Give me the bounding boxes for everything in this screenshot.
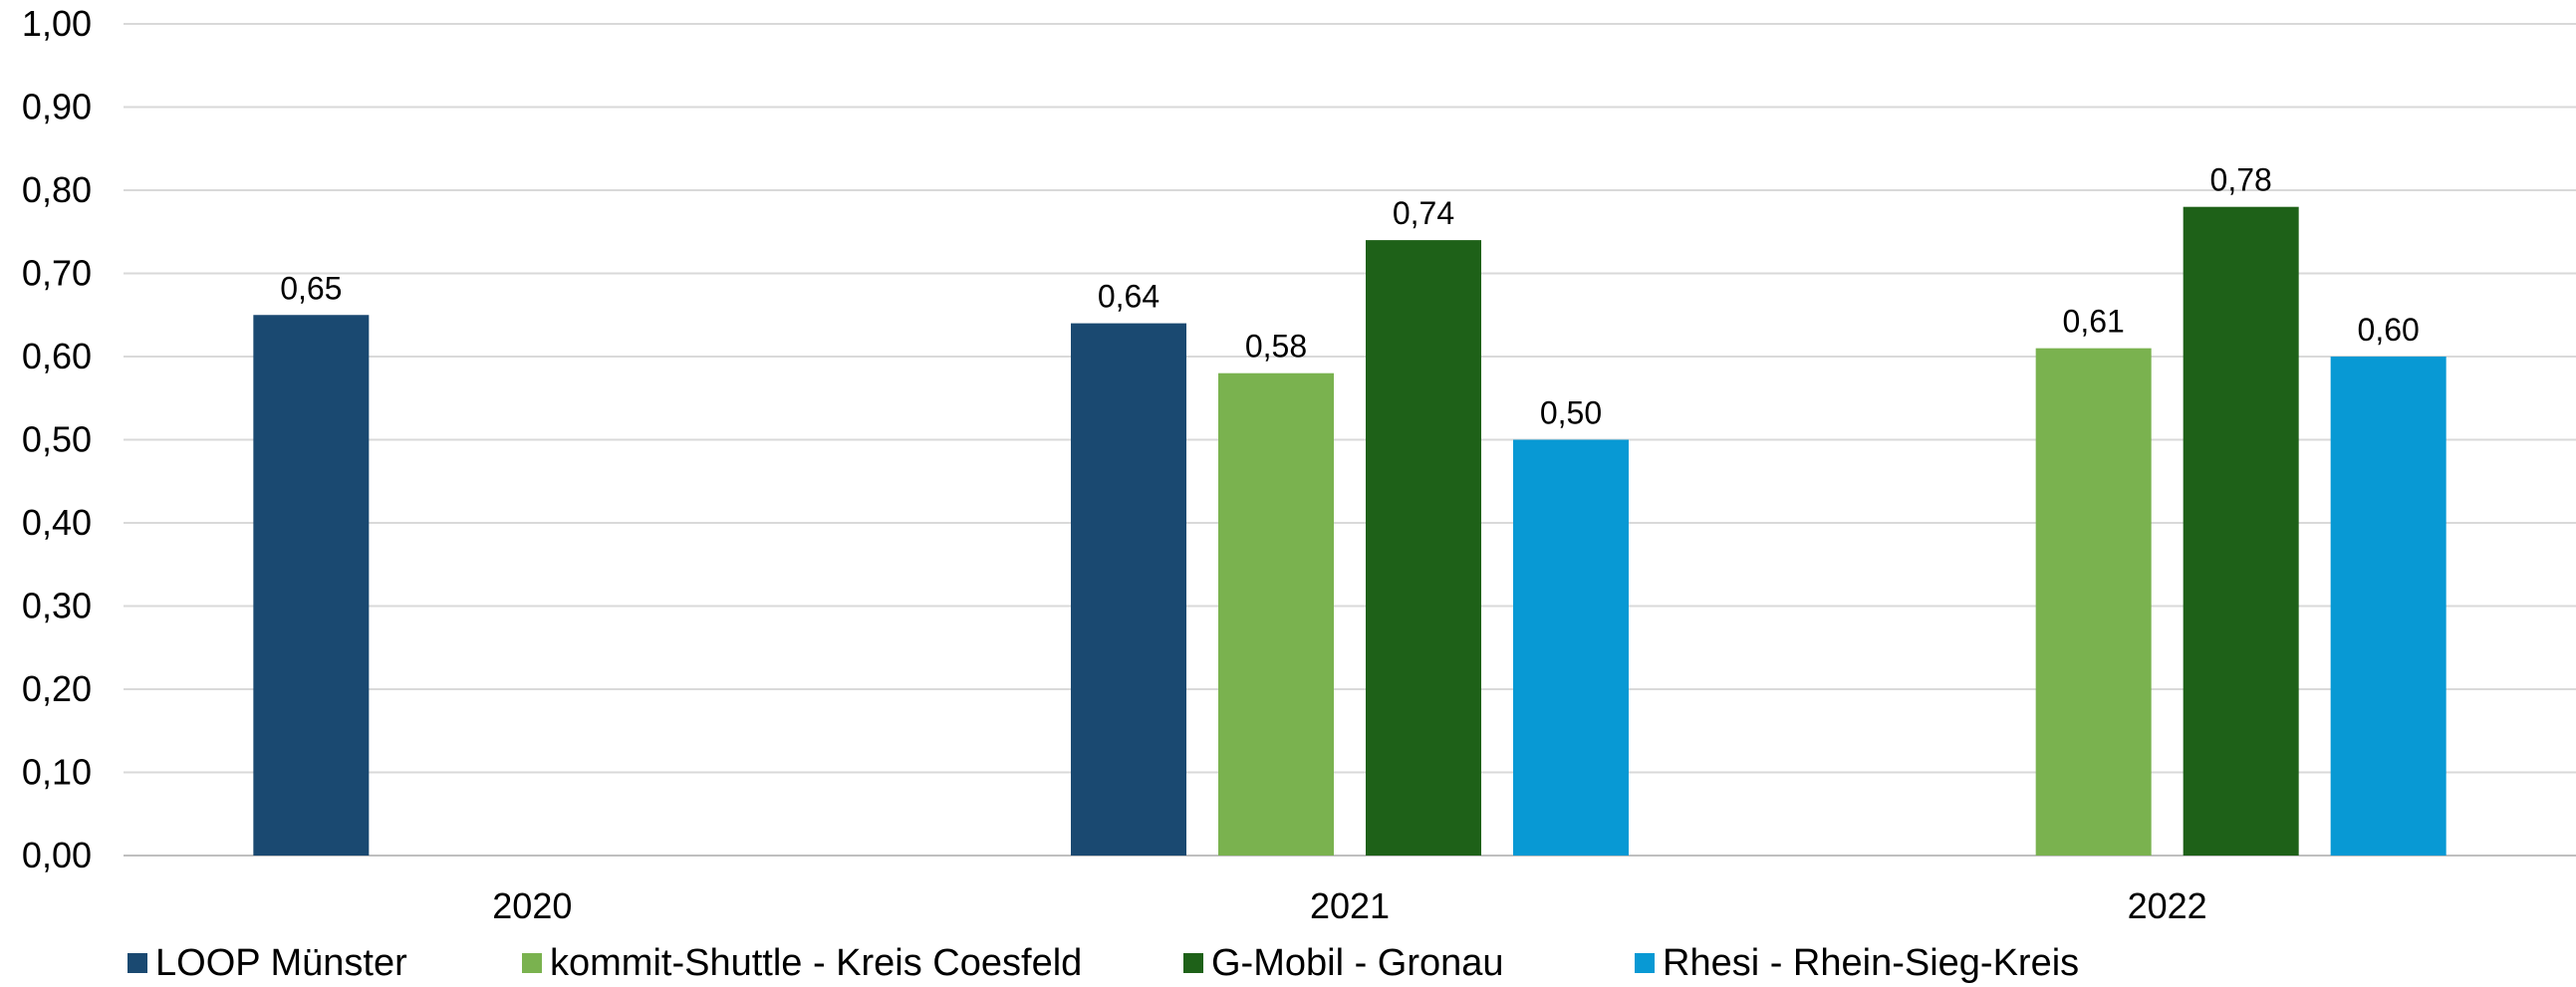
data-label: 0,74 bbox=[1393, 195, 1454, 231]
bar bbox=[1071, 323, 1186, 857]
legend-swatch bbox=[1183, 953, 1203, 973]
y-tick-label: 0,70 bbox=[22, 253, 92, 294]
y-axis-tick-labels: 0,00 0,10 0,20 0,30 0,40 0,50 0,60 0,70 0,80 0,90… bbox=[22, 3, 92, 875]
y-tick-label: 0,20 bbox=[22, 668, 92, 709]
y-tick-label: 1,00 bbox=[22, 3, 92, 44]
data-label: 0,58 bbox=[1245, 329, 1307, 365]
data-labels: 0,65 0,64 0,58 0,74 0,50 0,61 0,78 0,60 bbox=[280, 162, 2420, 431]
data-label: 0,65 bbox=[280, 270, 342, 306]
legend-label: Rhesi - Rhein-Sieg-Kreis bbox=[1663, 941, 2080, 984]
bar bbox=[1218, 372, 1334, 856]
bar bbox=[2183, 206, 2299, 856]
x-category-label: 2021 bbox=[1310, 885, 1390, 926]
x-axis-category-labels: 2020 2021 2022 bbox=[492, 885, 2206, 926]
data-label: 0,64 bbox=[1098, 279, 1159, 315]
data-label: 0,50 bbox=[1540, 395, 1602, 431]
bars bbox=[253, 206, 2447, 857]
legend-item: kommit-Shuttle - Kreis Coesfeld bbox=[522, 939, 1082, 987]
bar bbox=[1513, 439, 1629, 856]
bar bbox=[2330, 357, 2447, 856]
legend-item: Rhesi - Rhein-Sieg-Kreis bbox=[1635, 939, 2079, 987]
legend-item: G-Mobil - Gronau bbox=[1183, 939, 1504, 987]
legend-label: G-Mobil - Gronau bbox=[1211, 941, 1504, 984]
x-category-label: 2020 bbox=[492, 885, 572, 926]
y-tick-label: 0,00 bbox=[22, 835, 92, 875]
bar bbox=[253, 315, 370, 856]
y-tick-label: 0,80 bbox=[22, 169, 92, 210]
legend-item: LOOP Münster bbox=[128, 939, 407, 987]
y-tick-label: 0,60 bbox=[22, 336, 92, 376]
y-tick-label: 0,40 bbox=[22, 502, 92, 543]
data-label: 0,61 bbox=[2063, 304, 2125, 340]
y-tick-label: 0,50 bbox=[22, 419, 92, 460]
bar bbox=[2035, 348, 2152, 856]
gridlines bbox=[124, 23, 2576, 857]
y-tick-label: 0,10 bbox=[22, 752, 92, 793]
data-label: 0,78 bbox=[2210, 162, 2272, 198]
y-tick-label: 0,90 bbox=[22, 87, 92, 127]
legend-label: kommit-Shuttle - Kreis Coesfeld bbox=[550, 941, 1083, 984]
bar bbox=[1366, 240, 1481, 857]
data-label: 0,60 bbox=[2358, 312, 2420, 348]
x-category-label: 2022 bbox=[2128, 885, 2207, 926]
legend-swatch bbox=[1635, 953, 1655, 973]
legend-label: LOOP Münster bbox=[155, 941, 407, 984]
bar-chart: 0,00 0,10 0,20 0,30 0,40 0,50 0,60 0,70 0,80 0,90… bbox=[22, 3, 2576, 926]
legend-swatch bbox=[522, 953, 542, 973]
y-tick-label: 0,30 bbox=[22, 586, 92, 626]
legend-swatch bbox=[128, 953, 147, 973]
